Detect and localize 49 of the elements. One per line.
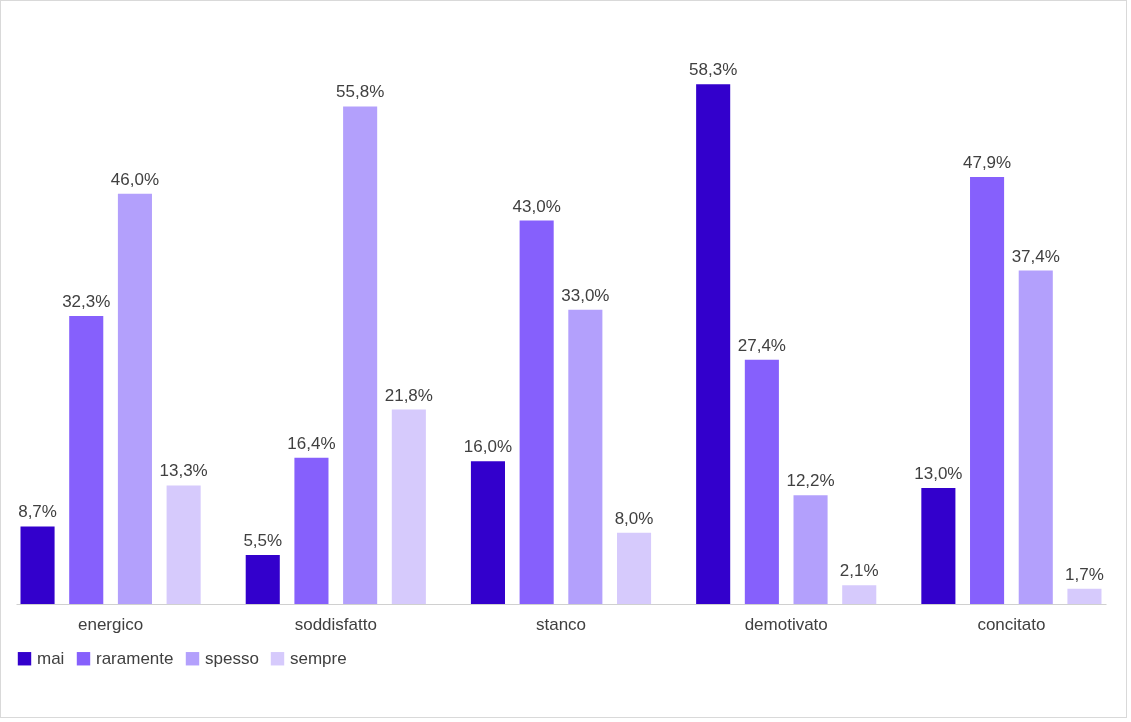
x-tick-label: soddisfatto bbox=[294, 614, 377, 634]
data-label: 16,0% bbox=[463, 437, 513, 457]
data-label: 2,1% bbox=[839, 561, 879, 581]
bar bbox=[1067, 588, 1102, 604]
data-label: 32,3% bbox=[62, 291, 111, 311]
x-tick-label: stanco bbox=[535, 614, 587, 634]
data-label: 13,3% bbox=[159, 461, 208, 481]
bar bbox=[294, 457, 329, 604]
data-label: 13,0% bbox=[914, 464, 963, 484]
data-label: 46,0% bbox=[110, 169, 160, 189]
data-label: 12,2% bbox=[786, 471, 835, 491]
data-label: 8,7% bbox=[18, 502, 57, 522]
bar bbox=[842, 585, 877, 604]
bar bbox=[69, 315, 104, 604]
data-label: 16,4% bbox=[287, 433, 336, 453]
data-label: 5,5% bbox=[243, 530, 283, 550]
bar bbox=[921, 488, 956, 604]
legend-label: spesso bbox=[205, 648, 259, 668]
bar bbox=[20, 526, 55, 604]
legend-label: sempre bbox=[290, 648, 347, 668]
bar bbox=[470, 461, 505, 604]
data-label: 21,8% bbox=[384, 385, 433, 405]
bar bbox=[617, 532, 652, 604]
legend-label: mai bbox=[37, 648, 65, 668]
bar bbox=[696, 84, 731, 604]
data-label: 43,0% bbox=[512, 196, 561, 216]
data-label: 37,4% bbox=[1011, 246, 1060, 266]
bar bbox=[1018, 270, 1053, 604]
data-label: 33,0% bbox=[561, 285, 610, 305]
bar bbox=[391, 409, 426, 604]
bar bbox=[793, 495, 828, 604]
data-label: 1,7% bbox=[1065, 564, 1104, 584]
bar bbox=[568, 309, 603, 604]
data-label: 55,8% bbox=[336, 82, 385, 102]
bar bbox=[744, 359, 779, 604]
x-tick-label: energico bbox=[77, 614, 144, 634]
x-tick-label: demotivato bbox=[744, 614, 828, 634]
bar bbox=[245, 554, 280, 604]
x-tick-label: concitato bbox=[977, 614, 1046, 634]
bar bbox=[166, 485, 201, 604]
data-label: 8,0% bbox=[614, 508, 654, 528]
legend-label: raramente bbox=[96, 648, 174, 668]
bar bbox=[970, 176, 1005, 604]
data-label: 47,9% bbox=[962, 152, 1012, 172]
bar bbox=[343, 106, 378, 604]
data-label: 27,4% bbox=[737, 335, 786, 355]
data-label: 58,3% bbox=[689, 60, 738, 80]
bar bbox=[519, 220, 554, 604]
bar bbox=[117, 193, 152, 604]
